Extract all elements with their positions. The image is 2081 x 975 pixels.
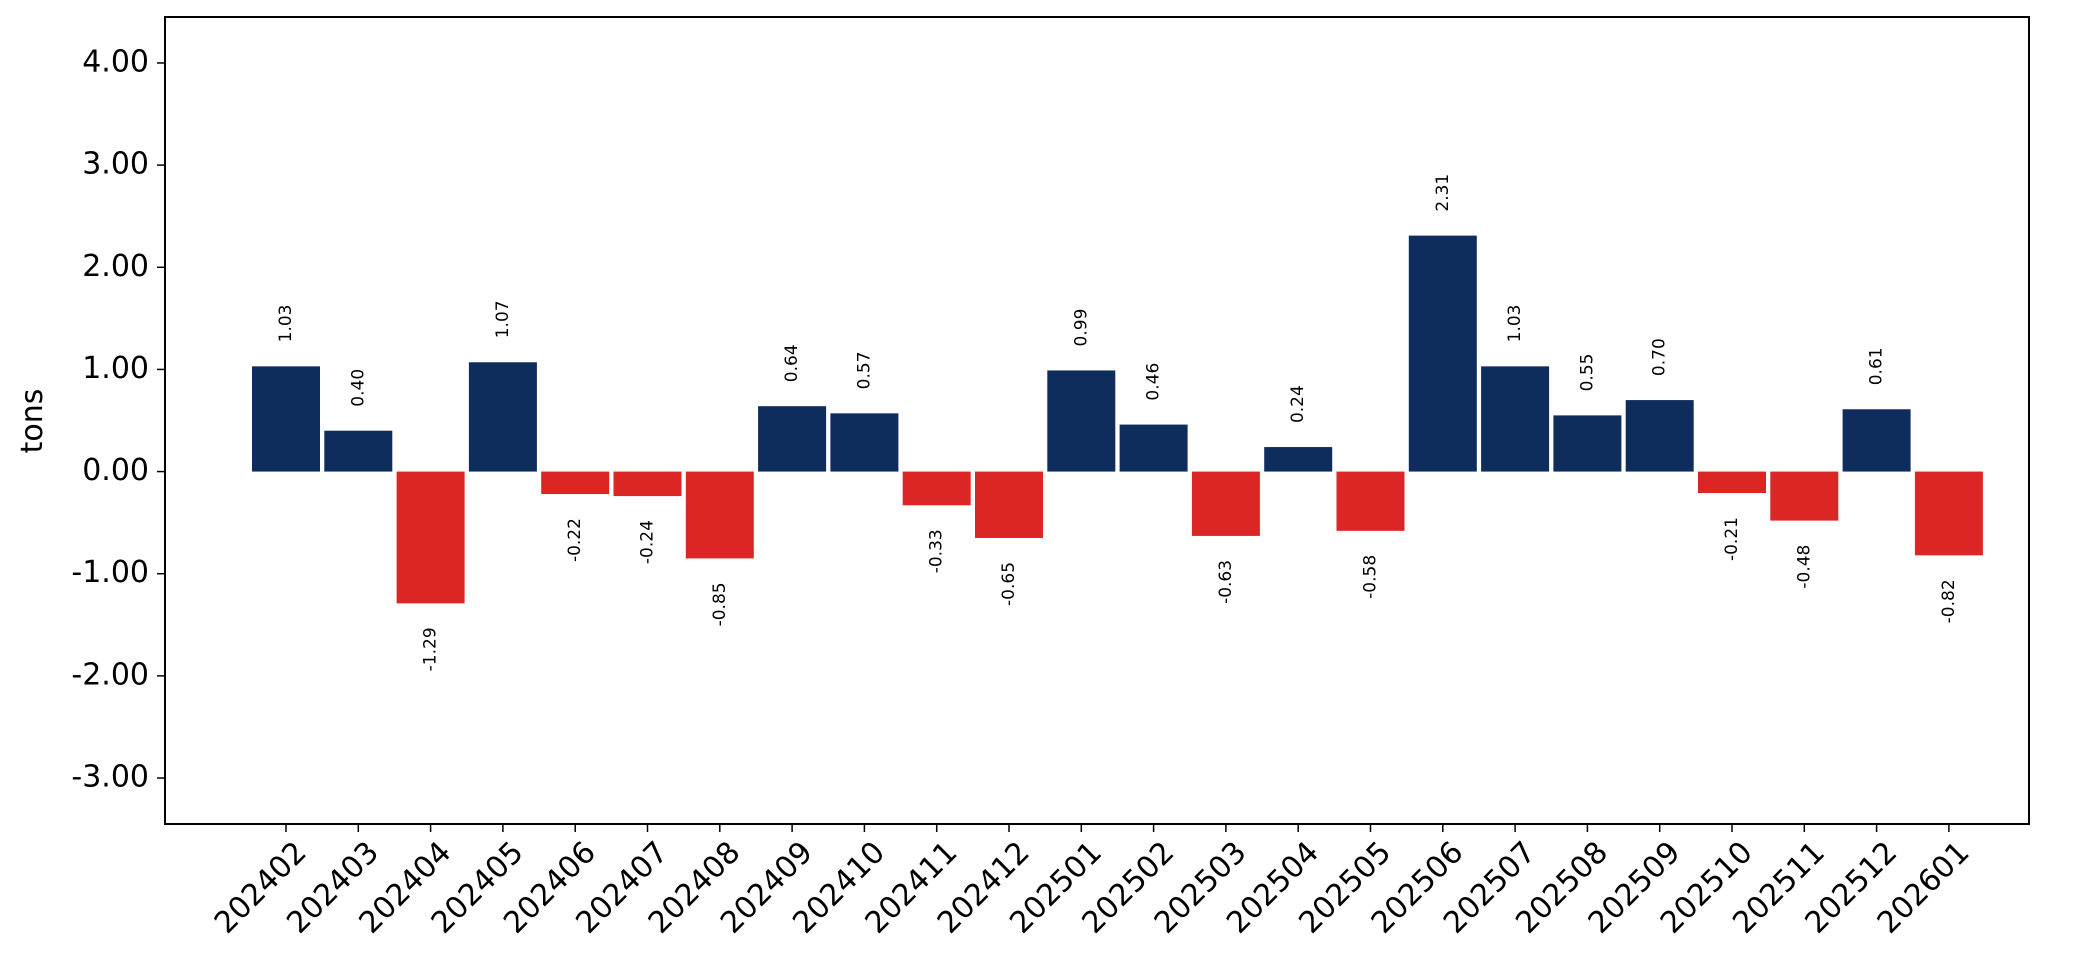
bar-202511 (1770, 471, 1839, 521)
bar-202507 (1481, 366, 1550, 472)
bar-202506 (1408, 235, 1477, 472)
bar-202410 (830, 413, 899, 472)
data-label-202503: -0.63 (1216, 560, 1236, 604)
bar-202512 (1842, 409, 1911, 472)
data-label-202504: 0.24 (1288, 385, 1308, 423)
bar-202412 (975, 471, 1043, 538)
bar-202502 (1119, 424, 1188, 472)
y-tick-label: 1.00 (82, 351, 149, 386)
data-label-202412: -0.65 (999, 562, 1019, 606)
data-label-202501: 0.99 (1071, 309, 1091, 347)
bar-202601 (1914, 471, 1983, 556)
bar-202503 (1191, 471, 1260, 536)
y-tick-label: 3.00 (82, 147, 149, 182)
data-label-202502: 0.46 (1144, 363, 1164, 401)
data-label-202508: 0.55 (1577, 354, 1597, 392)
data-label-202510: -0.21 (1722, 517, 1742, 561)
data-label-202512: 0.61 (1867, 347, 1887, 385)
plot-frame (164, 16, 2030, 825)
data-label-202403: 0.40 (348, 369, 368, 407)
data-label-202505: -0.58 (1361, 555, 1381, 599)
bar-202510 (1698, 471, 1766, 494)
bar-202411 (902, 471, 971, 506)
data-label-202509: 0.70 (1650, 338, 1670, 376)
bar-202504 (1264, 447, 1333, 472)
data-label-202411: -0.33 (927, 529, 947, 573)
y-axis: -3.00 -2.00 -1.00 0.00 1.00 2.00 3.00 4.00 (71, 44, 165, 795)
data-label-202408: -0.85 (710, 582, 730, 626)
data-label-202601: -0.82 (1939, 579, 1959, 623)
data-label-202409: 0.64 (782, 344, 802, 382)
data-label-202405: 1.07 (493, 300, 513, 338)
bars-group (252, 235, 1983, 604)
bar-202505 (1336, 471, 1405, 531)
y-axis-title: tons (15, 389, 50, 454)
bar-202405 (468, 362, 537, 472)
data-label-202507: 1.03 (1505, 305, 1525, 343)
y-tick-label: -1.00 (71, 555, 149, 590)
bar-202408 (685, 471, 754, 559)
y-tick-label: -3.00 (71, 760, 149, 795)
y-tick-label: -2.00 (71, 657, 149, 692)
bar-202501 (1047, 370, 1116, 472)
bar-202407 (613, 471, 682, 497)
bar-202402 (252, 366, 320, 472)
bar-202509 (1625, 400, 1694, 472)
x-axis: 2024022024032024042024052024062024072024… (208, 824, 1977, 941)
y-tick-label: 0.00 (82, 453, 149, 488)
data-label-202406: -0.22 (565, 518, 585, 562)
data-label-202410: 0.57 (854, 351, 874, 389)
data-label-202402: 1.03 (276, 305, 296, 343)
y-tick-label: 2.00 (82, 249, 149, 284)
bar-202403 (324, 430, 393, 472)
y-tick-label: 4.00 (82, 44, 149, 79)
bar-202409 (758, 406, 827, 472)
data-label-202506: 2.31 (1433, 174, 1453, 212)
data-labels-group: 1.03 0.40 -1.29 1.07 -0.22 -0.24 -0.85 0.64 0.57… (276, 174, 1959, 672)
data-label-202511: -0.48 (1794, 545, 1814, 589)
bar-202508 (1553, 415, 1622, 472)
bar-202404 (396, 471, 465, 604)
data-label-202407: -0.24 (638, 520, 658, 564)
bar-202406 (541, 471, 610, 495)
data-label-202404: -1.29 (421, 627, 441, 671)
